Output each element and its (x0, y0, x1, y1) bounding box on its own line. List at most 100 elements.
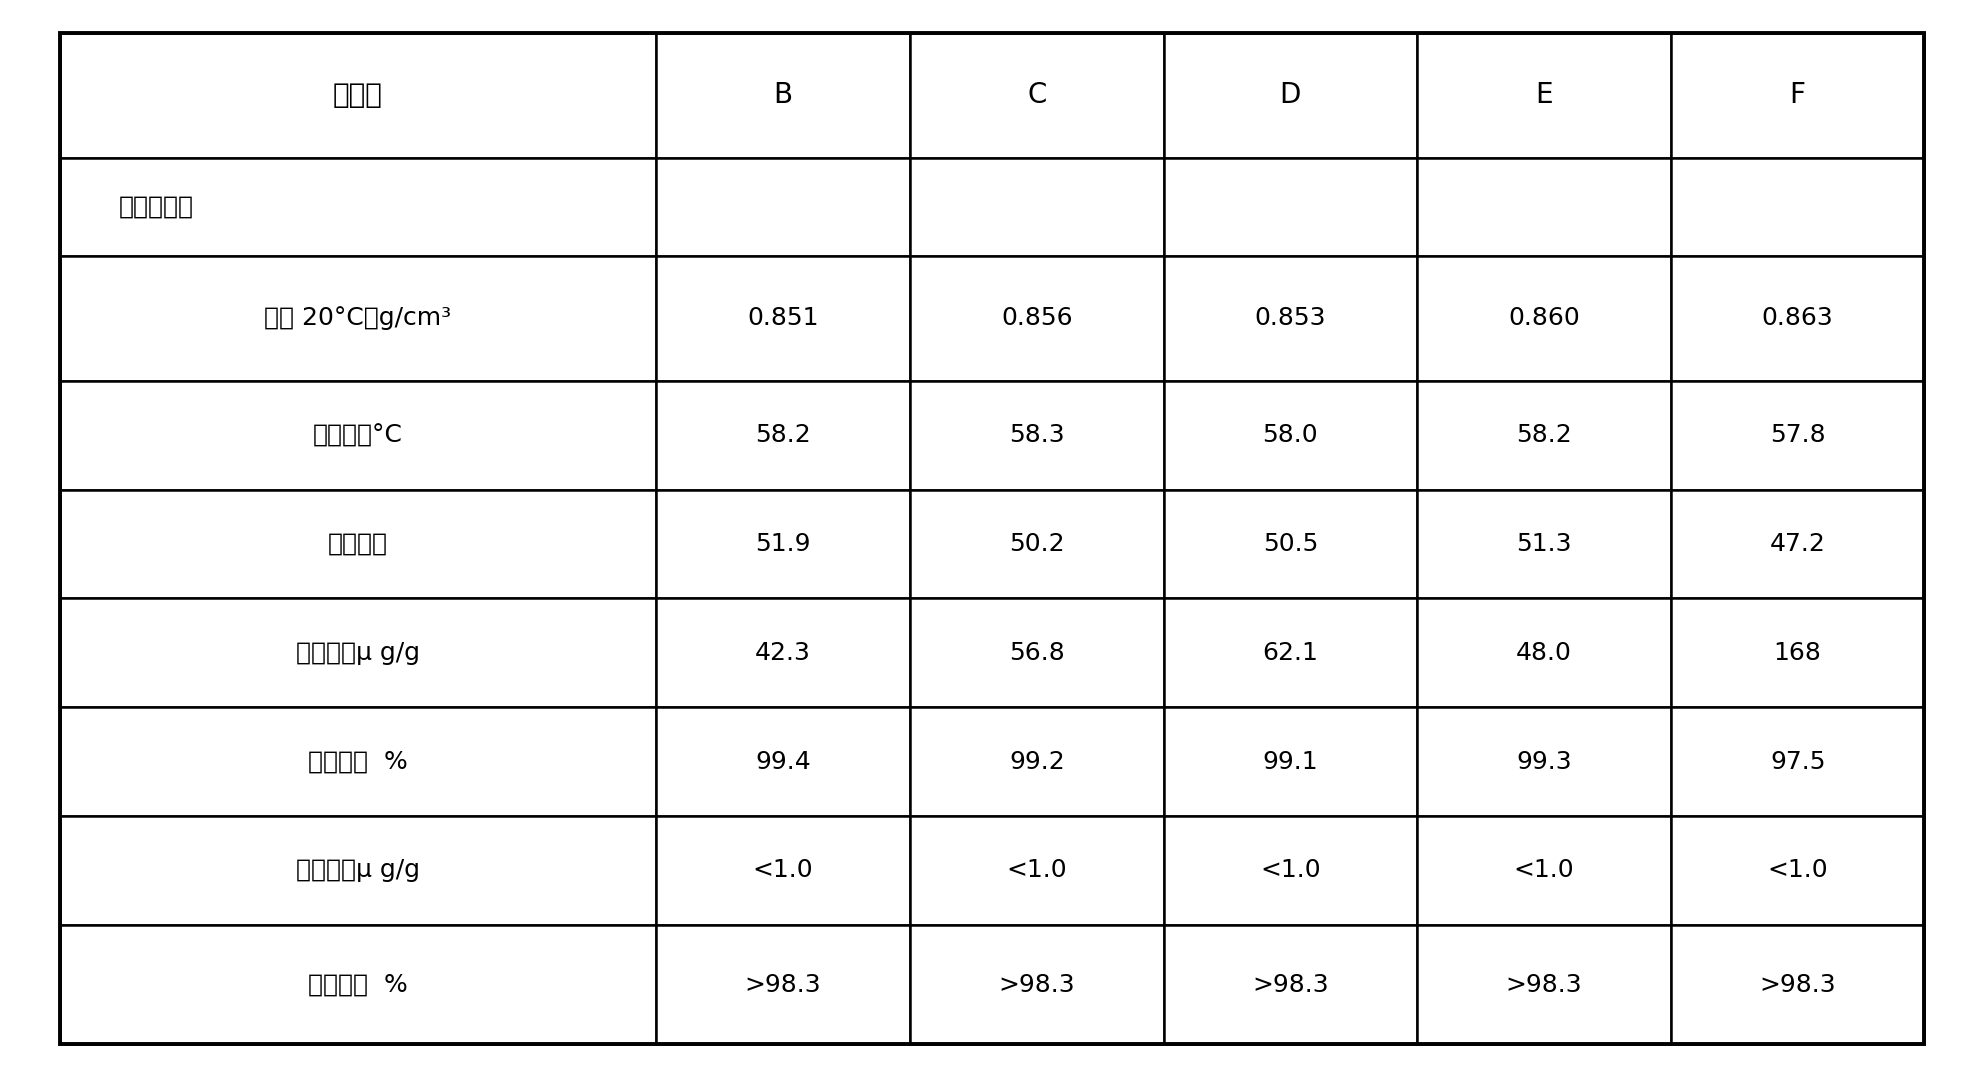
Bar (1417, 490, 1671, 598)
Text: 47.2: 47.2 (1770, 532, 1825, 556)
Bar (1417, 598, 1671, 707)
Bar (1163, 816, 1417, 925)
Bar (60, 256, 657, 381)
Text: 氮含量，μ g/g: 氮含量，μ g/g (296, 858, 421, 882)
Bar (911, 816, 1163, 925)
Text: 0.856: 0.856 (1002, 306, 1073, 331)
Bar (1163, 490, 1417, 598)
Bar (1163, 256, 1417, 381)
Text: <1.0: <1.0 (1514, 858, 1575, 882)
Bar (1417, 256, 1671, 381)
Bar (60, 381, 657, 490)
Text: D: D (1280, 82, 1302, 109)
Bar (657, 925, 911, 1044)
Text: 0.860: 0.860 (1508, 306, 1579, 331)
Bar (60, 816, 657, 925)
Text: 99.4: 99.4 (756, 750, 811, 774)
Text: 42.3: 42.3 (756, 641, 811, 665)
Bar (60, 707, 657, 816)
Text: >98.3: >98.3 (998, 973, 1075, 997)
Bar (1671, 33, 1924, 158)
Text: <1.0: <1.0 (1006, 858, 1067, 882)
Text: 脱氮率，  %: 脱氮率， % (308, 973, 409, 997)
Text: 168: 168 (1774, 641, 1821, 665)
Text: 58.3: 58.3 (1010, 423, 1065, 447)
Text: <1.0: <1.0 (752, 858, 813, 882)
Text: F: F (1790, 82, 1805, 109)
Bar (60, 925, 657, 1044)
Bar (1417, 707, 1671, 816)
Bar (60, 33, 657, 158)
Text: >98.3: >98.3 (744, 973, 821, 997)
Text: C: C (1028, 82, 1046, 109)
Text: 56.8: 56.8 (1010, 641, 1065, 665)
Bar (911, 925, 1163, 1044)
Bar (1163, 381, 1417, 490)
Text: B: B (774, 82, 794, 109)
Text: 57.8: 57.8 (1770, 423, 1825, 447)
Bar (1671, 381, 1924, 490)
Text: E: E (1536, 82, 1553, 109)
Bar (1163, 158, 1417, 256)
Text: 产物性质：: 产物性质： (119, 195, 194, 219)
Bar (1163, 33, 1417, 158)
Text: >98.3: >98.3 (1760, 973, 1835, 997)
Text: 99.3: 99.3 (1516, 750, 1571, 774)
Bar (1417, 33, 1671, 158)
Bar (657, 381, 911, 490)
Text: 51.3: 51.3 (1516, 532, 1571, 556)
Bar (60, 158, 657, 256)
Text: 99.2: 99.2 (1010, 750, 1065, 774)
Bar (657, 33, 911, 158)
Text: 58.0: 58.0 (1262, 423, 1317, 447)
Bar (1417, 816, 1671, 925)
Bar (1671, 925, 1924, 1044)
Bar (1163, 707, 1417, 816)
Text: 苯胺点，°C: 苯胺点，°C (313, 423, 403, 447)
Text: <1.0: <1.0 (1768, 858, 1827, 882)
Text: 50.2: 50.2 (1010, 532, 1065, 556)
Bar (1163, 925, 1417, 1044)
Text: 97.5: 97.5 (1770, 750, 1825, 774)
Bar (1671, 256, 1924, 381)
Bar (657, 816, 911, 925)
Bar (1671, 490, 1924, 598)
Bar (911, 158, 1163, 256)
Text: >98.3: >98.3 (1506, 973, 1583, 997)
Bar (1671, 598, 1924, 707)
Text: 十六烷值: 十六烷值 (327, 532, 389, 556)
Text: >98.3: >98.3 (1252, 973, 1329, 997)
Text: 50.5: 50.5 (1262, 532, 1317, 556)
Bar (911, 256, 1163, 381)
Text: 催化剂: 催化剂 (333, 82, 383, 109)
Bar (911, 707, 1163, 816)
Text: 0.863: 0.863 (1762, 306, 1833, 331)
Bar (1671, 816, 1924, 925)
Text: 硫含量，μ g/g: 硫含量，μ g/g (296, 641, 421, 665)
Bar (1417, 381, 1671, 490)
Bar (1417, 925, 1671, 1044)
Bar (1671, 707, 1924, 816)
Bar (60, 490, 657, 598)
Bar (657, 158, 911, 256)
Bar (657, 490, 911, 598)
Text: 48.0: 48.0 (1516, 641, 1571, 665)
Text: 0.853: 0.853 (1254, 306, 1325, 331)
Bar (911, 490, 1163, 598)
Bar (1163, 598, 1417, 707)
Text: 58.2: 58.2 (1516, 423, 1571, 447)
Text: 62.1: 62.1 (1262, 641, 1317, 665)
Text: <1.0: <1.0 (1260, 858, 1321, 882)
Bar (657, 598, 911, 707)
Text: 99.1: 99.1 (1262, 750, 1317, 774)
Bar (911, 33, 1163, 158)
Text: 密度 20°C，g/cm³: 密度 20°C，g/cm³ (264, 306, 452, 331)
Text: 58.2: 58.2 (756, 423, 811, 447)
Text: 0.851: 0.851 (748, 306, 819, 331)
Bar (911, 598, 1163, 707)
Bar (657, 707, 911, 816)
Bar (657, 256, 911, 381)
Bar (60, 598, 657, 707)
Bar (1671, 158, 1924, 256)
Bar (1417, 158, 1671, 256)
